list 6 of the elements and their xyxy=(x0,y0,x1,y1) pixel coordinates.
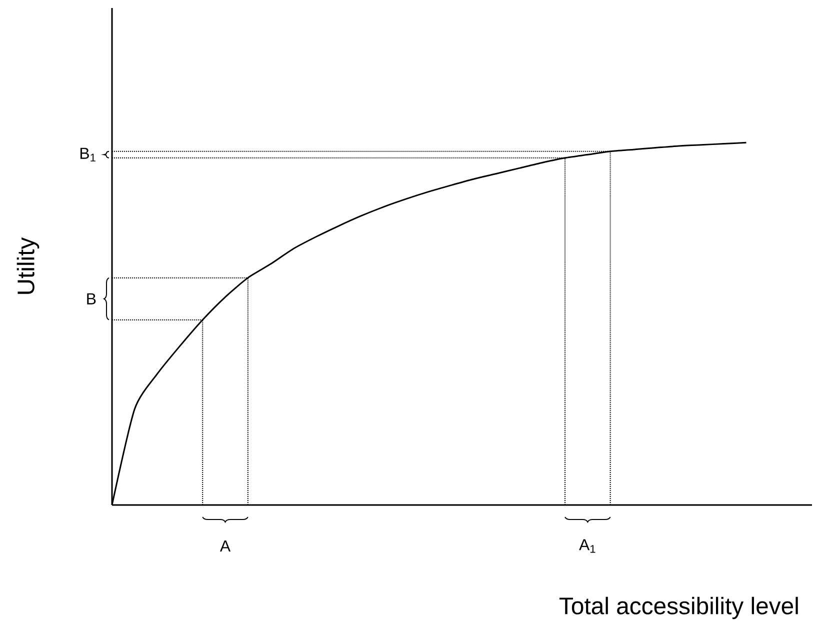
y-axis-title: Utility xyxy=(16,237,40,294)
text: B$_{1}$ xyxy=(80,148,96,162)
text: A xyxy=(220,540,231,552)
text: B xyxy=(87,293,96,304)
text: A$_{1}$ xyxy=(579,539,596,553)
x-axis-title: Total accessibility level xyxy=(559,596,798,620)
